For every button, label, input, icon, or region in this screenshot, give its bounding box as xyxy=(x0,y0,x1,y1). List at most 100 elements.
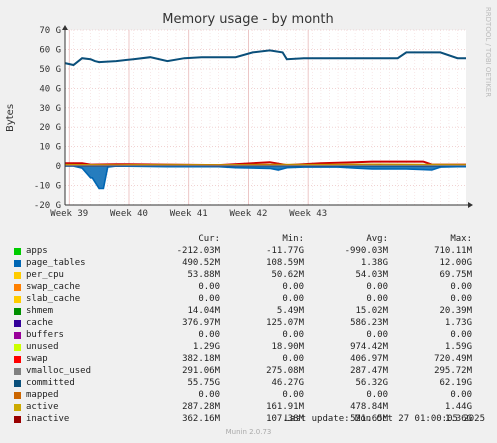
legend-cur-value: 376.97M xyxy=(182,318,220,328)
munin-version: Munin 2.0.73 xyxy=(225,428,272,436)
legend-max-value: 20.39M xyxy=(439,306,472,316)
legend-cur-value: 14.04M xyxy=(187,306,220,316)
legend-series-name: inactive xyxy=(26,414,70,424)
legend-avg-value: 0.00 xyxy=(366,330,388,340)
legend-max-value: 1.36G xyxy=(444,414,472,424)
legend-min-value: -11.77G xyxy=(266,246,304,256)
legend-row: cache 376.97M 125.07M 586.23M 1.73G xyxy=(14,317,488,329)
legend-min-value: 125.07M xyxy=(266,318,304,328)
rrdtool-watermark: RRDTOOL / TOBI OETIKER xyxy=(484,7,492,97)
legend-swatch xyxy=(14,283,21,291)
legend-cur-value: 55.75G xyxy=(187,378,220,388)
legend-swatch xyxy=(14,415,21,423)
legend-row: vmalloc_used 291.06M 275.08M 287.47M 295.72M xyxy=(14,365,488,377)
legend-max-value: 1.44G xyxy=(444,402,472,412)
legend-min-value: 161.91M xyxy=(266,402,304,412)
x-tick-label: Week 42 xyxy=(229,209,267,219)
y-tick-label: -10 G xyxy=(34,182,61,192)
legend-cur-value: 1.29G xyxy=(192,342,220,352)
series-line-page_tables xyxy=(65,165,466,190)
y-tick-label: 20 G xyxy=(39,123,61,133)
legend-cur-value: 0.00 xyxy=(198,330,220,340)
legend-cur-value: 362.16M xyxy=(182,414,220,424)
legend-cur-value: -212.03M xyxy=(176,246,220,256)
legend-avg-value: 54.03M xyxy=(355,270,388,280)
legend-min-value: 0.00 xyxy=(282,330,304,340)
legend-cur-value: 382.18M xyxy=(182,354,220,364)
legend-max-value: 69.75M xyxy=(439,270,472,280)
legend-series-name: slab_cache xyxy=(26,294,81,304)
legend-series-name: committed xyxy=(26,378,75,388)
legend-swatch xyxy=(14,295,21,303)
legend-swatch xyxy=(14,391,21,399)
legend-row: committed 55.75G 46.27G 56.32G 62.19G xyxy=(14,377,488,389)
legend-min-value: 50.62M xyxy=(271,270,304,280)
legend-swatch xyxy=(14,331,21,339)
chart-area: Memory usage - by month Bytes RRDTOOL / … xyxy=(5,7,492,219)
legend-series-name: active xyxy=(26,402,59,412)
legend-cur-value: 287.28M xyxy=(182,402,220,412)
grid-lines xyxy=(65,29,466,206)
legend-row: swap 382.18M 0.00 406.97M 720.49M xyxy=(14,353,488,365)
legend-min-value: 18.90M xyxy=(271,342,304,352)
series-lines xyxy=(64,49,467,190)
legend-series-name: page_tables xyxy=(26,258,86,268)
last-update-text: Last update: Mon Oct 27 01:00:05 2025 xyxy=(284,414,485,424)
legend-header-max: Max: xyxy=(450,234,472,244)
legend-row: slab_cache 0.00 0.00 0.00 0.00 xyxy=(14,293,488,305)
legend-row: swap_cache 0.00 0.00 0.00 0.00 xyxy=(14,281,488,293)
legend-max-value: 12.00G xyxy=(439,258,472,268)
legend-avg-value: 406.97M xyxy=(350,354,388,364)
legend-max-value: 62.19G xyxy=(439,378,472,388)
legend-min-value: 107.38M xyxy=(266,414,304,424)
legend-swatch xyxy=(14,367,21,375)
legend-swatch xyxy=(14,271,21,279)
legend-swatch xyxy=(14,379,21,387)
legend-max-value: 0.00 xyxy=(450,390,472,400)
legend-avg-value: 478.84M xyxy=(350,402,388,412)
legend-avg-value: 0.00 xyxy=(366,282,388,292)
legend-swatch xyxy=(14,319,21,327)
legend-header-min: Min: xyxy=(282,234,304,244)
legend-swatch xyxy=(14,307,21,315)
legend-min-value: 0.00 xyxy=(282,390,304,400)
legend-max-value: 1.73G xyxy=(444,318,472,328)
chart-title: Memory usage - by month xyxy=(162,12,333,27)
legend-avg-value: 0.00 xyxy=(366,294,388,304)
legend-avg-value: 521.65M xyxy=(350,414,388,424)
legend-swatch xyxy=(14,343,21,351)
x-tick-label: Week 40 xyxy=(110,209,148,219)
legend-max-value: 720.49M xyxy=(434,354,472,364)
legend-series-name: shmem xyxy=(26,306,54,316)
legend-avg-value: 0.00 xyxy=(366,390,388,400)
legend-row: inactive 362.16M 107.38M 521.65M 1.36G xyxy=(14,413,488,425)
y-tick-label: 40 G xyxy=(39,84,61,94)
legend-row: mapped 0.00 0.00 0.00 0.00 xyxy=(14,389,488,401)
legend-max-value: 710.11M xyxy=(434,246,472,256)
legend-avg-value: -990.03M xyxy=(344,246,388,256)
legend-swatch xyxy=(14,355,21,363)
y-axis-label: Bytes xyxy=(5,104,16,132)
legend-min-value: 0.00 xyxy=(282,294,304,304)
plot-area xyxy=(65,30,466,205)
series-line-committed xyxy=(64,49,466,67)
legend-row: apps -212.03M -11.77G -990.03M 710.11M xyxy=(14,245,488,257)
legend-series-name: per_cpu xyxy=(26,270,64,280)
legend-row: buffers 0.00 0.00 0.00 0.00 xyxy=(14,329,488,341)
legend-header-cur: Cur: xyxy=(198,234,220,244)
legend-series-name: apps xyxy=(26,246,48,256)
legend-cur-value: 291.06M xyxy=(182,366,220,376)
y-tick-label: 50 G xyxy=(39,65,61,75)
legend-table: Cur: Min: Avg: Max: apps -212.03M -11.77G -… xyxy=(14,233,488,425)
legend-min-value: 0.00 xyxy=(282,354,304,364)
legend-series-name: mapped xyxy=(26,390,59,400)
legend-avg-value: 287.47M xyxy=(350,366,388,376)
legend-avg-value: 586.23M xyxy=(350,318,388,328)
legend-min-value: 46.27G xyxy=(271,378,304,388)
y-tick-label: 70 G xyxy=(39,26,61,36)
y-tick-label: 0 xyxy=(56,162,61,172)
legend-series-name: cache xyxy=(26,318,54,328)
x-tick-labels: Week 39 Week 40 Week 41 Week 42 Week 43 xyxy=(50,209,327,219)
legend-min-value: 0.00 xyxy=(282,282,304,292)
legend-avg-value: 56.32G xyxy=(355,378,388,388)
